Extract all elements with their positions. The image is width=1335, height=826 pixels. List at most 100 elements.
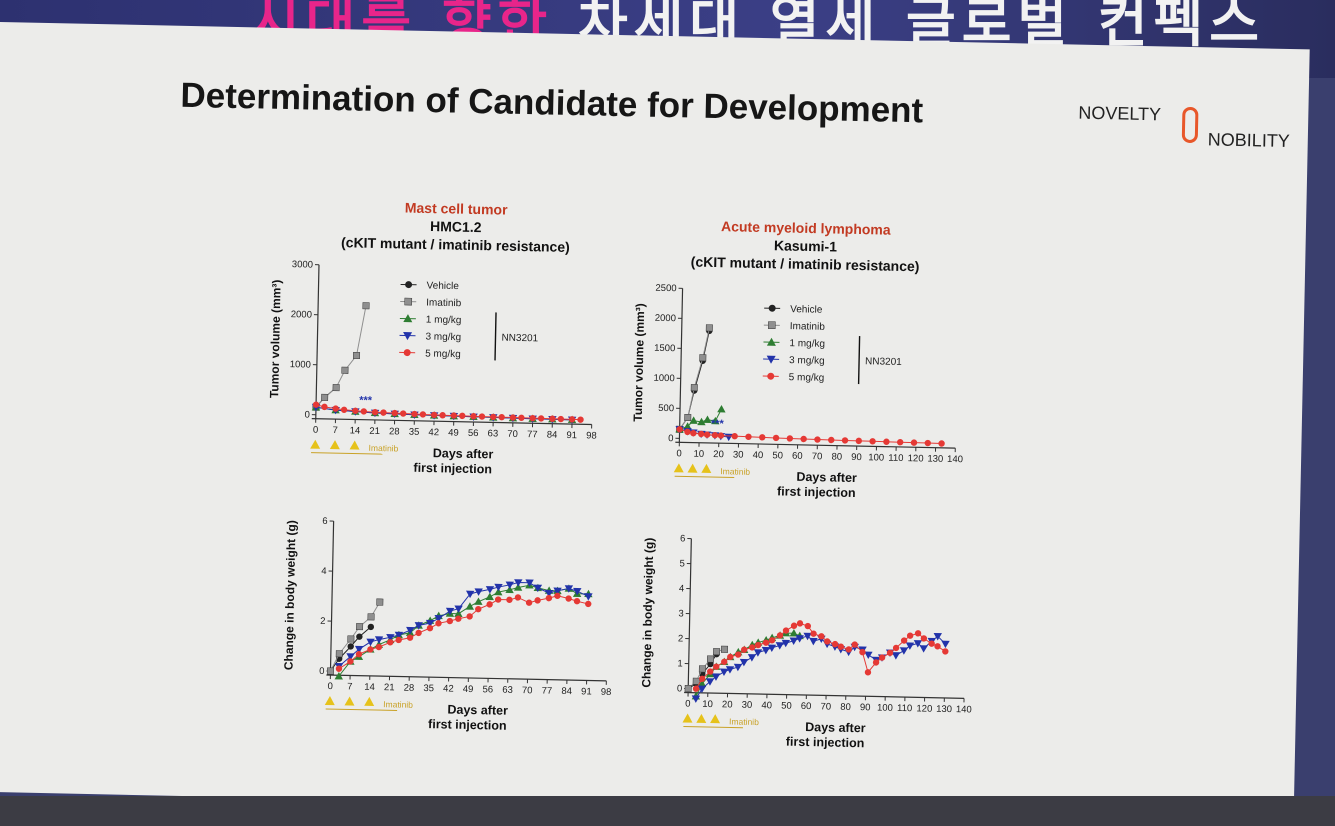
data-point bbox=[360, 408, 368, 415]
data-point bbox=[490, 413, 497, 421]
data-point bbox=[340, 406, 348, 413]
data-point bbox=[851, 641, 858, 648]
data-point bbox=[869, 438, 876, 445]
y-axis-line bbox=[678, 288, 684, 443]
data-point bbox=[332, 384, 340, 392]
x-axis-line bbox=[326, 674, 607, 682]
data-point bbox=[334, 672, 343, 680]
panel-title-left: Mast cell tumor HMC1.2 (cKIT mutant / im… bbox=[285, 196, 626, 257]
data-point bbox=[928, 640, 935, 647]
x-axis-label: Days afterfirst injection bbox=[777, 469, 857, 500]
data-point bbox=[703, 431, 711, 438]
x-tick-label: 14 bbox=[364, 682, 375, 693]
x-axis-label: Days afterfirst injection bbox=[428, 702, 508, 733]
data-point bbox=[837, 643, 845, 650]
legend-entry: 1 mg/kg bbox=[426, 314, 462, 326]
data-point bbox=[387, 639, 394, 646]
data-point bbox=[505, 585, 514, 594]
data-point bbox=[406, 626, 415, 635]
y-tick-label: 0 bbox=[304, 409, 310, 420]
logo-mark-icon bbox=[1181, 106, 1199, 144]
data-point bbox=[864, 651, 873, 660]
data-point bbox=[896, 439, 904, 446]
data-point bbox=[845, 646, 852, 653]
x-axis-line bbox=[311, 418, 592, 426]
legend-entry: 1 mg/kg bbox=[789, 338, 825, 350]
data-point bbox=[584, 593, 593, 601]
dosing-day-marker bbox=[710, 714, 721, 724]
dosing-label: Imatinib bbox=[729, 716, 759, 727]
data-point bbox=[395, 636, 402, 644]
data-point bbox=[549, 415, 556, 422]
data-point bbox=[768, 637, 776, 644]
dosing-day-marker bbox=[349, 440, 360, 450]
x-tick-label: 110 bbox=[897, 703, 912, 714]
legend-marker bbox=[766, 337, 776, 346]
data-point bbox=[725, 666, 735, 674]
data-point bbox=[919, 645, 928, 653]
tumor-volume-chart-hmc: 0 1000 2000 3000 0 7 14 21 28 35 42 49 56 63 70 77 84 91 9… bbox=[267, 259, 597, 476]
data-point bbox=[335, 650, 343, 658]
data-point bbox=[683, 422, 692, 430]
data-point bbox=[356, 633, 363, 640]
data-point bbox=[474, 597, 483, 605]
dosing-day-marker bbox=[687, 463, 698, 473]
data-point bbox=[485, 586, 495, 594]
y-axis-line bbox=[315, 264, 320, 419]
x-tick-label: 21 bbox=[369, 426, 380, 437]
data-point bbox=[711, 416, 720, 425]
data-point bbox=[905, 642, 915, 650]
data-point bbox=[394, 631, 404, 640]
data-point bbox=[545, 594, 553, 602]
data-point bbox=[454, 609, 463, 618]
y-tick-label: 500 bbox=[658, 403, 674, 414]
data-point bbox=[415, 629, 422, 637]
data-point bbox=[326, 667, 335, 675]
data-point bbox=[341, 366, 349, 374]
significance-stars: *** bbox=[711, 418, 725, 430]
data-point bbox=[692, 685, 700, 692]
data-point bbox=[859, 649, 866, 656]
data-point bbox=[518, 414, 525, 422]
legend-marker bbox=[403, 349, 411, 357]
y-axis-label: Tumor volume (mm³) bbox=[267, 279, 283, 398]
data-point bbox=[831, 640, 839, 648]
data-point bbox=[790, 622, 798, 629]
x-tick-label: 70 bbox=[507, 429, 518, 440]
data-point bbox=[804, 622, 812, 630]
data-point bbox=[899, 647, 909, 655]
data-point bbox=[906, 632, 914, 639]
data-point bbox=[411, 410, 418, 418]
data-point bbox=[375, 643, 383, 651]
data-point bbox=[776, 632, 784, 639]
data-point bbox=[717, 404, 726, 413]
data-point bbox=[435, 620, 442, 627]
data-point bbox=[920, 635, 928, 642]
legend-marker bbox=[768, 304, 776, 312]
series-line bbox=[315, 404, 581, 421]
data-point bbox=[514, 579, 523, 587]
x-tick-label: 84 bbox=[547, 430, 558, 441]
y-tick-label: 1 bbox=[677, 658, 683, 669]
x-tick-label: 42 bbox=[428, 427, 439, 438]
data-point bbox=[505, 581, 515, 589]
x-tick-label: 40 bbox=[753, 450, 764, 461]
data-point bbox=[705, 678, 715, 686]
dosing-day-marker bbox=[701, 463, 712, 473]
x-tick-label: 120 bbox=[916, 703, 932, 714]
y-axis-label: Tumor volume (mm³) bbox=[631, 303, 647, 422]
legend-group-bracket bbox=[857, 336, 861, 385]
x-axis-line bbox=[675, 441, 956, 449]
data-point bbox=[676, 426, 683, 433]
x-tick-label: 98 bbox=[586, 430, 597, 441]
data-point bbox=[900, 637, 908, 644]
significance-stars: *** bbox=[359, 395, 373, 407]
data-point bbox=[761, 646, 771, 655]
data-point bbox=[312, 401, 320, 408]
data-point bbox=[525, 599, 533, 606]
data-point bbox=[938, 440, 945, 447]
legend-group-bracket bbox=[494, 312, 497, 361]
data-point bbox=[537, 415, 545, 422]
dosing-period-line bbox=[325, 708, 398, 711]
data-point bbox=[557, 415, 565, 423]
